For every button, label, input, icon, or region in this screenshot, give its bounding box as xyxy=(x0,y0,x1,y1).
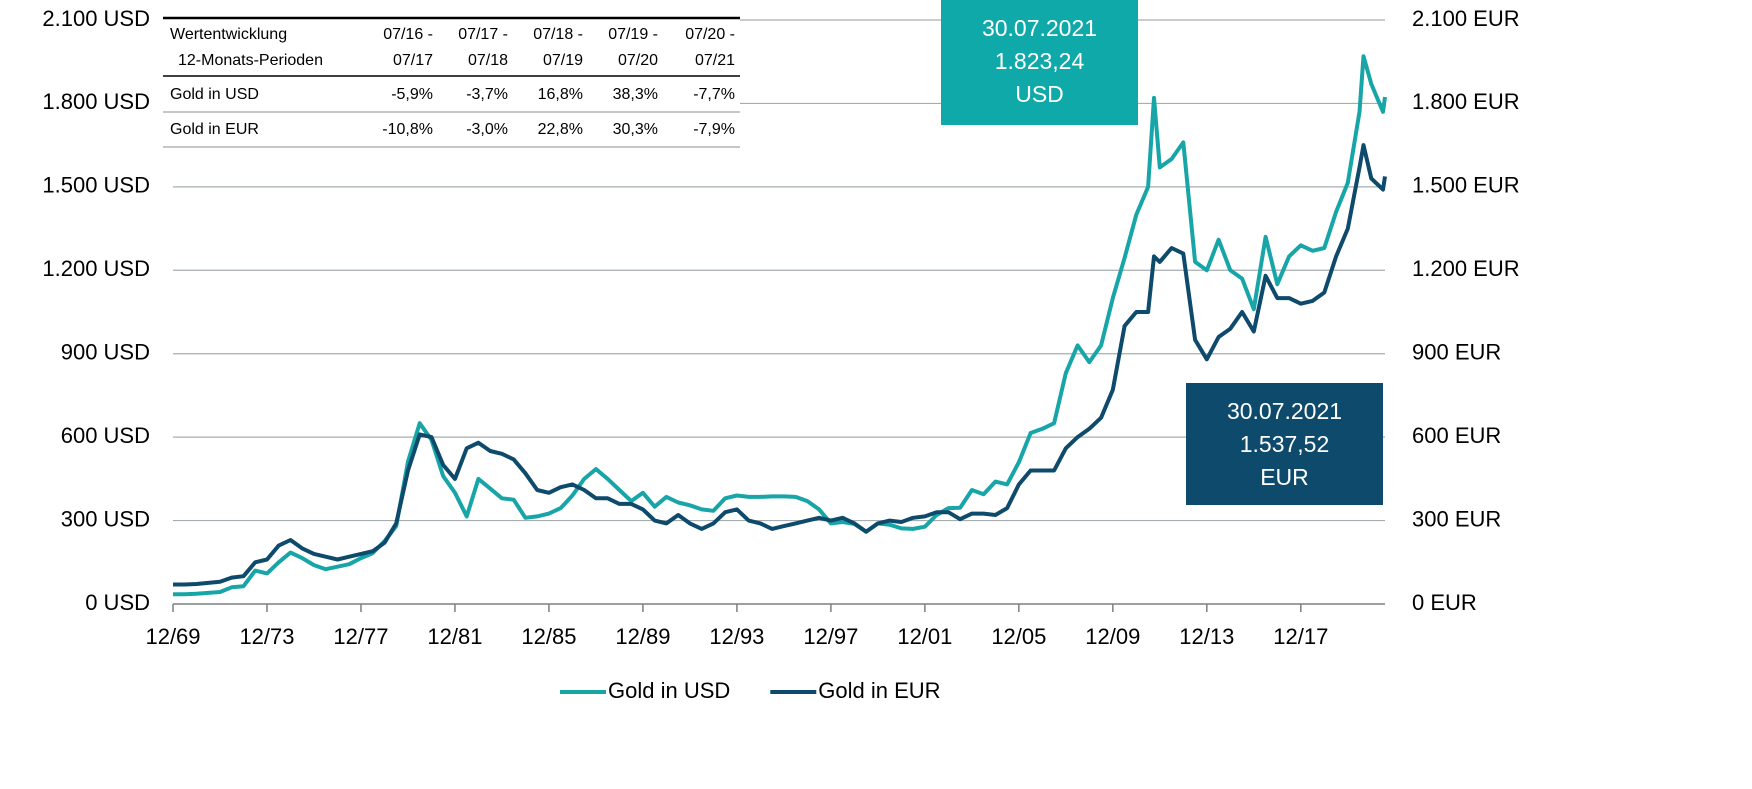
annotation-box xyxy=(941,0,1138,125)
table-header: Wertentwicklung xyxy=(170,26,287,43)
y2-tick-label: 900 EUR xyxy=(1412,340,1501,365)
y2-tick-label: 1.200 EUR xyxy=(1412,256,1520,281)
x-tick-label: 12/69 xyxy=(145,624,200,649)
table-header: 07/18 xyxy=(468,52,508,69)
x-tick-label: 12/13 xyxy=(1179,624,1234,649)
table-header: 07/21 xyxy=(695,52,735,69)
x-tick-label: 12/97 xyxy=(803,624,858,649)
table-header: 07/17 - xyxy=(458,26,508,43)
table-header: 07/20 - xyxy=(685,26,735,43)
x-tick-label: 12/73 xyxy=(239,624,294,649)
annotation-text: EUR xyxy=(1260,464,1309,490)
table-cell: -3,7% xyxy=(466,86,508,103)
y-tick-label: 1.500 USD xyxy=(42,173,150,198)
series-line xyxy=(173,143,1387,587)
x-tick-label: 12/81 xyxy=(427,624,482,649)
annotation-text: 30.07.2021 xyxy=(982,15,1097,41)
table-cell: 30,3% xyxy=(613,121,658,138)
table-cell: -3,0% xyxy=(466,121,508,138)
y-tick-label: 600 USD xyxy=(61,423,150,448)
table-cell: 16,8% xyxy=(538,86,583,103)
table-row-label: Gold in USD xyxy=(170,86,259,103)
y-tick-label: 1.800 USD xyxy=(42,89,150,114)
x-tick-label: 12/93 xyxy=(709,624,764,649)
legend-label: Gold in USD xyxy=(608,678,730,703)
legend-label: Gold in EUR xyxy=(818,678,940,703)
annotation-box xyxy=(1186,383,1383,505)
table-header: 07/18 - xyxy=(533,26,583,43)
table-cell: -10,8% xyxy=(382,121,433,138)
table-cell: 22,8% xyxy=(538,121,583,138)
y2-tick-label: 600 EUR xyxy=(1412,423,1501,448)
table-cell: -5,9% xyxy=(391,86,433,103)
x-tick-label: 12/85 xyxy=(521,624,576,649)
y2-tick-label: 2.100 EUR xyxy=(1412,6,1520,31)
y2-tick-label: 1.500 EUR xyxy=(1412,173,1520,198)
y-tick-label: 900 USD xyxy=(61,340,150,365)
y-tick-label: 2.100 USD xyxy=(42,6,150,31)
y2-tick-label: 1.800 EUR xyxy=(1412,89,1520,114)
x-tick-label: 12/05 xyxy=(991,624,1046,649)
x-tick-label: 12/09 xyxy=(1085,624,1140,649)
y2-tick-label: 300 EUR xyxy=(1412,506,1501,531)
table-header: 07/19 xyxy=(543,52,583,69)
y-tick-label: 1.200 USD xyxy=(42,256,150,281)
table-header: 12-Monats-Perioden xyxy=(178,52,323,69)
y-tick-label: 0 USD xyxy=(85,590,150,615)
table-cell: -7,7% xyxy=(693,86,735,103)
x-tick-label: 12/17 xyxy=(1273,624,1328,649)
x-tick-label: 12/89 xyxy=(615,624,670,649)
annotation-text: 1.823,24 xyxy=(995,48,1085,74)
table-header: 07/20 xyxy=(618,52,658,69)
table-row-label: Gold in EUR xyxy=(170,121,259,138)
table-bg xyxy=(163,18,740,148)
annotation-text: USD xyxy=(1015,81,1064,107)
y-tick-label: 300 USD xyxy=(61,506,150,531)
table-header: 07/17 xyxy=(393,52,433,69)
y2-tick-label: 0 EUR xyxy=(1412,590,1477,615)
table-cell: -7,9% xyxy=(693,121,735,138)
table-header: 07/16 - xyxy=(383,26,433,43)
annotation-text: 30.07.2021 xyxy=(1227,398,1342,424)
annotation-text: 1.537,52 xyxy=(1240,431,1330,457)
table-header: 07/19 - xyxy=(608,26,658,43)
x-tick-label: 12/77 xyxy=(333,624,388,649)
x-tick-label: 12/01 xyxy=(897,624,952,649)
table-cell: 38,3% xyxy=(613,86,658,103)
